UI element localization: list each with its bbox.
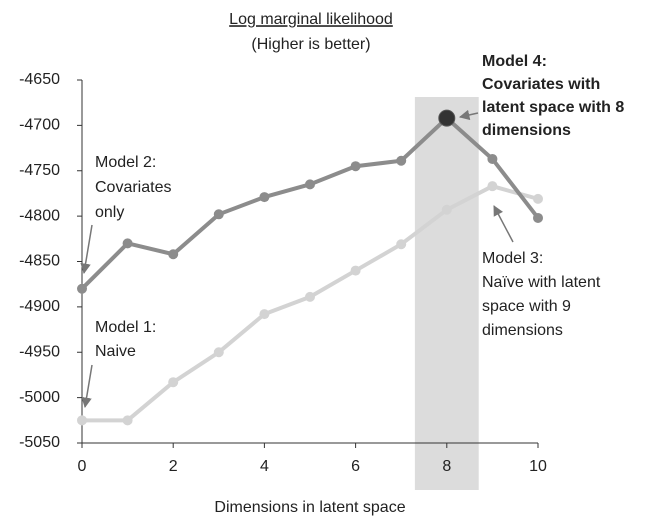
chart-title: Log marginal likelihood xyxy=(229,11,393,28)
data-point xyxy=(168,377,179,388)
annotation: Model 3: xyxy=(482,250,543,267)
x-tick-label: 10 xyxy=(529,458,547,475)
y-tick-label: -5000 xyxy=(19,389,60,406)
data-point xyxy=(122,415,133,426)
x-tick-label: 2 xyxy=(169,458,178,475)
annotation: Naive xyxy=(95,343,136,360)
y-tick-label: -4650 xyxy=(19,71,60,88)
data-point xyxy=(350,265,361,276)
annotation: Model 4: xyxy=(482,53,547,70)
annotation: Model 2: xyxy=(95,154,156,171)
x-tick-label: 6 xyxy=(351,458,360,475)
annotation: latent space with 8 xyxy=(482,99,624,116)
y-tick-label: -4850 xyxy=(19,253,60,270)
data-point xyxy=(305,291,315,302)
data-point xyxy=(213,347,224,358)
data-point xyxy=(396,239,407,250)
data-point xyxy=(259,192,270,203)
y-tick-label: -5050 xyxy=(19,434,60,451)
y-tick-label: -4900 xyxy=(19,298,60,315)
x-tick-label: 8 xyxy=(442,458,451,475)
data-point xyxy=(350,161,361,172)
y-tick-label: -4800 xyxy=(19,207,60,224)
data-point xyxy=(168,249,179,260)
annotation-arrow xyxy=(493,205,514,243)
data-point xyxy=(259,309,270,320)
annotation: only xyxy=(95,204,124,221)
y-tick-label: -4750 xyxy=(19,162,60,179)
data-point xyxy=(487,181,498,192)
annotation: space with 9 xyxy=(482,298,571,315)
annotation: Covariates with xyxy=(482,76,600,93)
data-point xyxy=(77,283,87,294)
annotation: Naïve with latent xyxy=(482,274,601,291)
annotation: Covariates xyxy=(95,179,171,196)
y-tick-label: -4700 xyxy=(19,117,60,134)
data-point xyxy=(396,155,407,166)
data-point xyxy=(533,212,543,223)
annotation: Model 1: xyxy=(95,319,156,336)
annotation-arrow xyxy=(81,364,93,409)
x-tick-label: 4 xyxy=(260,458,269,475)
data-point xyxy=(122,238,133,249)
y-tick-label: -4950 xyxy=(19,343,60,360)
highlight-band xyxy=(414,97,479,490)
data-point xyxy=(487,153,498,164)
data-point xyxy=(213,209,224,220)
x-tick-label: 0 xyxy=(78,458,87,475)
chart-subtitle: (Higher is better) xyxy=(251,36,370,53)
data-point xyxy=(438,109,456,127)
data-point xyxy=(77,415,87,426)
x-axis-label: Dimensions in latent space xyxy=(214,499,405,516)
annotation-arrow xyxy=(458,109,479,121)
annotation: dimensions xyxy=(482,322,563,339)
data-point xyxy=(533,193,543,204)
annotation-arrow xyxy=(80,224,93,275)
data-point xyxy=(441,204,452,215)
annotation: dimensions xyxy=(482,122,571,139)
data-point xyxy=(305,179,315,190)
